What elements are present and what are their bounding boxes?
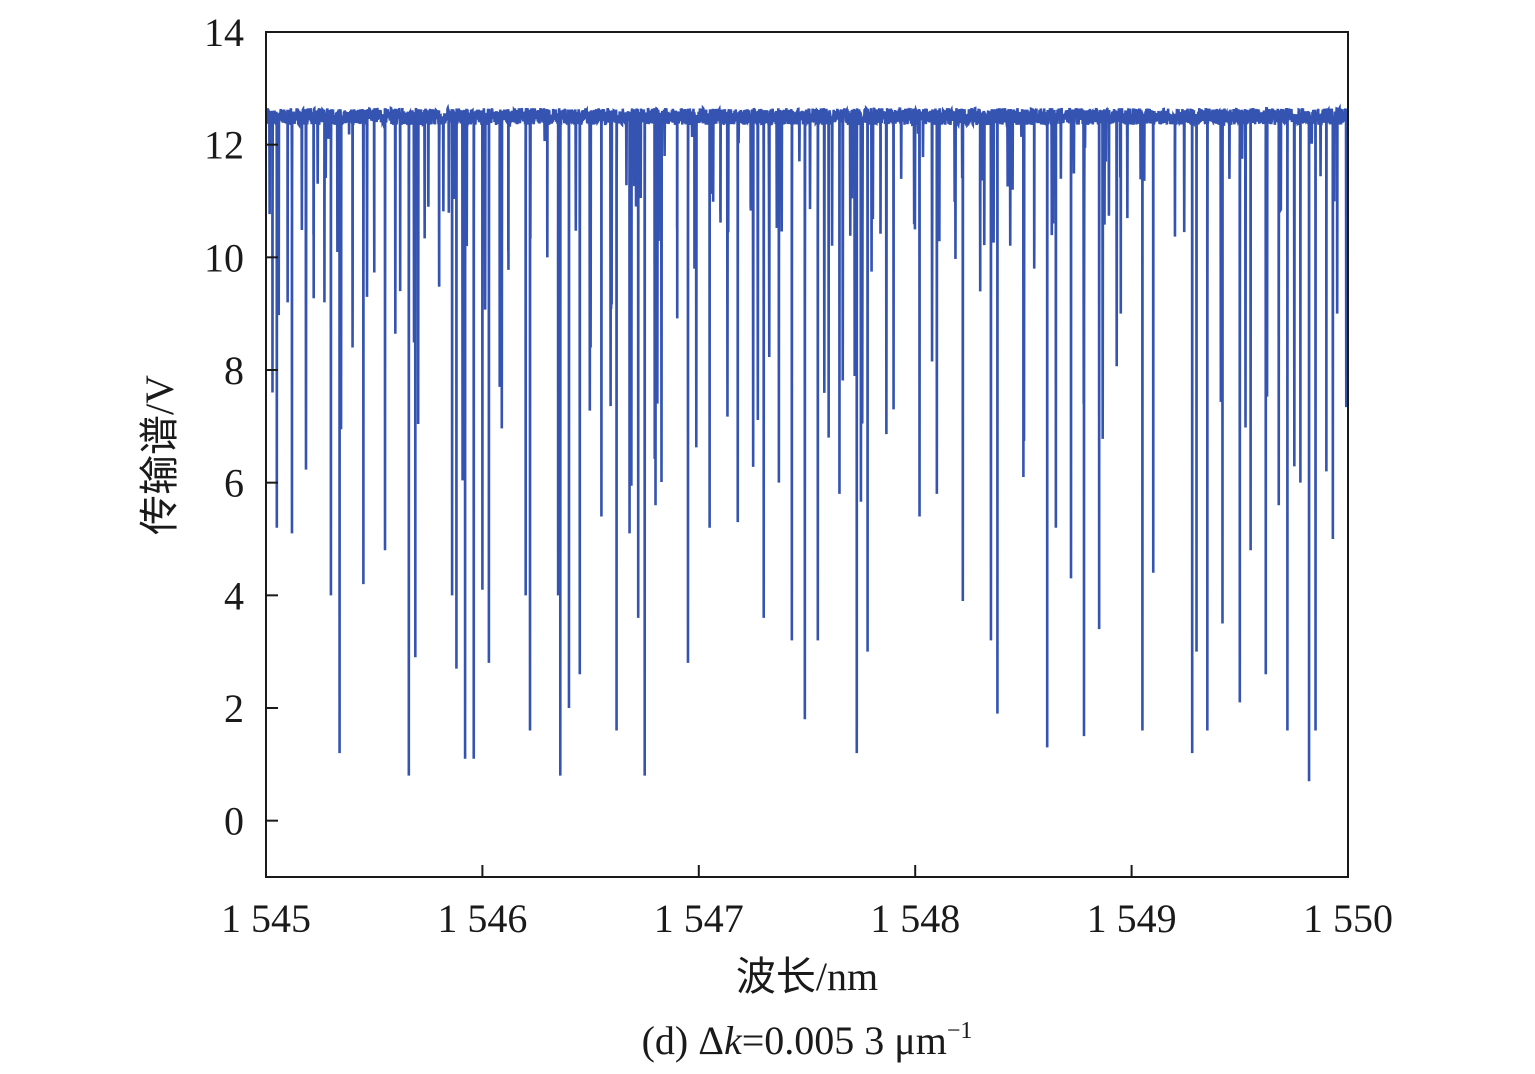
series-layer xyxy=(266,103,1348,782)
x-axis: 1 545 1 546 1 547 1 548 1 549 1 550 xyxy=(221,865,1393,941)
x-axis-title: 波长/nm xyxy=(736,954,878,999)
x-tick-label: 1 547 xyxy=(654,896,744,941)
x-tick-label: 1 548 xyxy=(870,896,960,941)
x-tick-label: 1 546 xyxy=(437,896,527,941)
x-tick-label: 1 550 xyxy=(1303,896,1393,941)
caption-prefix: (d) Δ xyxy=(642,1018,724,1063)
y-tick-label: 6 xyxy=(224,461,244,506)
plot-area xyxy=(265,31,1349,878)
y-axis-title: 传输谱/V xyxy=(137,375,182,535)
transmission-line xyxy=(266,103,1348,782)
y-axis: 0 2 4 6 8 10 12 14 xyxy=(204,10,278,844)
caption-superscript: −1 xyxy=(947,1018,973,1044)
x-tick-label: 1 545 xyxy=(221,896,311,941)
plot-frame xyxy=(265,31,1349,878)
y-tick-label: 14 xyxy=(204,10,244,55)
y-tick-label: 4 xyxy=(224,573,244,618)
y-tick-label: 0 xyxy=(224,799,244,844)
caption-value: =0.005 3 μm xyxy=(742,1018,947,1063)
x-tick-label: 1 549 xyxy=(1087,896,1177,941)
y-tick-label: 10 xyxy=(204,235,244,280)
figure-caption: (d) Δk=0.005 3 μm−1 xyxy=(642,1018,973,1063)
y-tick-label: 8 xyxy=(224,348,244,393)
y-tick-label: 12 xyxy=(204,123,244,168)
y-tick-label: 2 xyxy=(224,686,244,731)
caption-variable: k xyxy=(724,1018,743,1063)
